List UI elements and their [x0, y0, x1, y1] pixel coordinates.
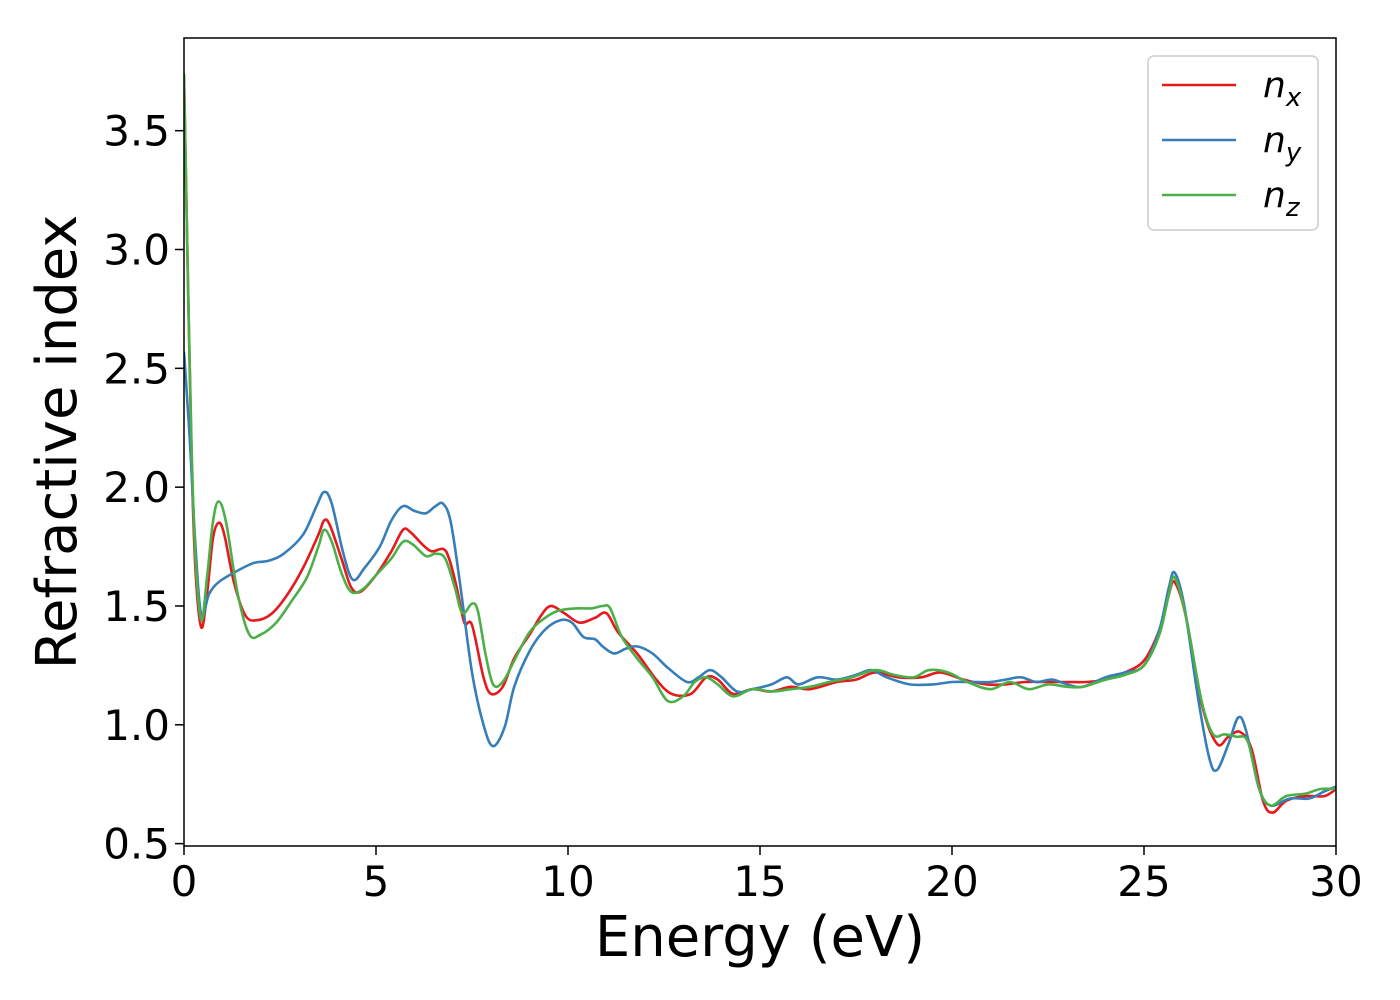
- y-axis-label: Refractive index: [25, 215, 90, 670]
- x-tick-label: 5: [363, 857, 390, 906]
- x-tick-label: 30: [1309, 857, 1362, 906]
- x-tick-label: 15: [733, 857, 786, 906]
- axis-ticks: 0 5 10 15 20 25 30 0.5 1.0 1.5 2.0 2.5 3.0 3.5: [103, 107, 1363, 906]
- y-tick-label: 1.5: [103, 582, 170, 631]
- y-tick-label: 0.5: [103, 820, 170, 869]
- legend-label-x: nx: [1263, 65, 1302, 113]
- x-tick-label: 25: [1117, 857, 1170, 906]
- x-tick-label: 10: [541, 857, 594, 906]
- legend-items: nx ny nz: [1162, 65, 1302, 223]
- legend: nx ny nz: [1147, 55, 1319, 231]
- y-tick-label: 2.5: [103, 344, 170, 393]
- y-tick-label: 3.5: [103, 107, 170, 156]
- legend-box: [1147, 55, 1319, 231]
- x-tick-label: 0: [171, 857, 198, 906]
- y-tick-label: 2.0: [103, 463, 170, 512]
- series-line-y: [184, 351, 1336, 808]
- y-tick-label: 1.0: [103, 701, 170, 750]
- x-axis-label: Energy (eV): [595, 905, 925, 970]
- y-tick-label: 3.0: [103, 226, 170, 275]
- x-tick-label: 20: [925, 857, 978, 906]
- legend-label-y: ny: [1263, 120, 1302, 168]
- series-layer: [184, 73, 1336, 814]
- series-line-z: [184, 73, 1336, 807]
- legend-label-z: nz: [1263, 175, 1301, 223]
